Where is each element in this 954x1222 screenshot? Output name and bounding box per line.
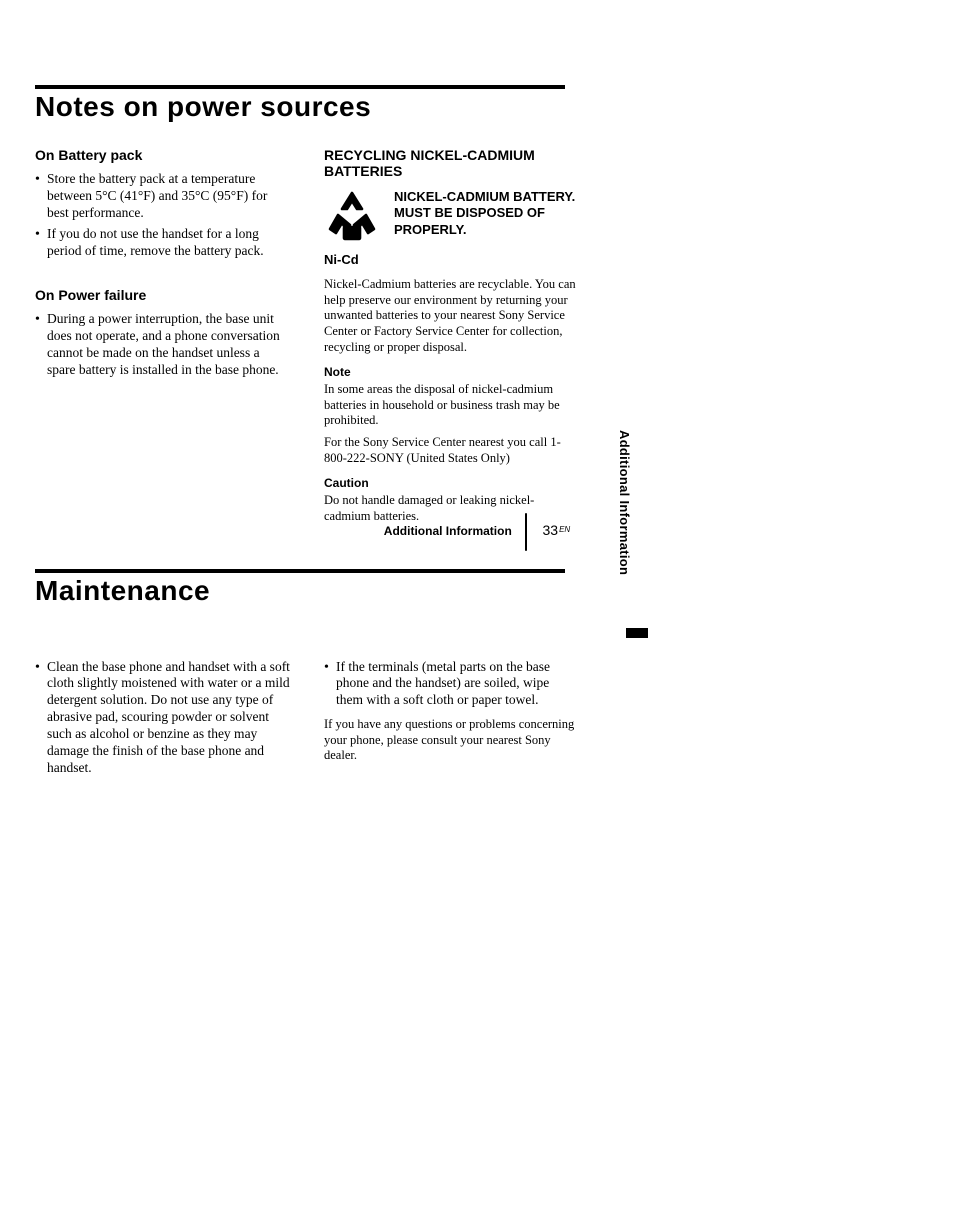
footer-bar [525,513,527,551]
manual-page: Notes on power sources On Battery pack S… [0,0,954,821]
columns-maintenance: Clean the base phone and handset with a … [35,659,889,781]
section-title-power: Notes on power sources [35,91,889,123]
note-body-1: In some areas the disposal of nickel-cad… [324,382,579,429]
section-title-maintenance: Maintenance [35,575,889,607]
caution-heading: Caution [324,476,579,490]
page-number: 33EN [542,522,570,538]
col-right: If the terminals (metal parts on the bas… [324,659,579,781]
heading-battery: On Battery pack [35,147,290,163]
nicd-label: Ni-Cd [324,252,579,267]
list-item: During a power interruption, the base un… [35,311,290,379]
list-item: Store the battery pack at a temperature … [35,171,290,222]
recycle-badge-text: NICKEL-CADMIUM BATTERY. MUST BE DISPOSED… [394,189,579,238]
maint-right-para: If you have any questions or problems co… [324,717,579,764]
col-left: On Battery pack Store the battery pack a… [35,147,290,531]
list-item: If the terminals (metal parts on the bas… [324,659,579,710]
list-item: Clean the base phone and handset with a … [35,659,290,777]
heading-powerfailure: On Power failure [35,287,290,303]
note-heading: Note [324,365,579,379]
recycle-body: Nickel-Cadmium batteries are recyclable.… [324,277,579,355]
maint-left-list: Clean the base phone and handset with a … [35,659,290,777]
section-rule [35,85,565,89]
side-tab-marker [626,628,648,638]
battery-list: Store the battery pack at a temperature … [35,171,290,259]
footer-label: Additional Information [384,524,512,538]
power-list: During a power interruption, the base un… [35,311,290,379]
list-item: If you do not use the handset for a long… [35,226,290,260]
recycle-row: NICKEL-CADMIUM BATTERY. MUST BE DISPOSED… [324,189,579,246]
section-rule [35,569,565,573]
note-body-2: For the Sony Service Center nearest you … [324,435,579,466]
recycle-icon [324,189,380,246]
maint-right-list: If the terminals (metal parts on the bas… [324,659,579,710]
col-right: RECYCLING NICKEL-CADMIUM BATTERIES NICKE… [324,147,579,531]
columns-power: On Battery pack Store the battery pack a… [35,147,889,531]
heading-recycling: RECYCLING NICKEL-CADMIUM BATTERIES [324,147,579,179]
side-tab-label: Additional Information [617,430,632,575]
col-left: Clean the base phone and handset with a … [35,659,290,781]
section-maintenance: Maintenance Clean the base phone and han… [35,569,889,781]
page-footer: Additional Information 33EN [0,513,954,551]
